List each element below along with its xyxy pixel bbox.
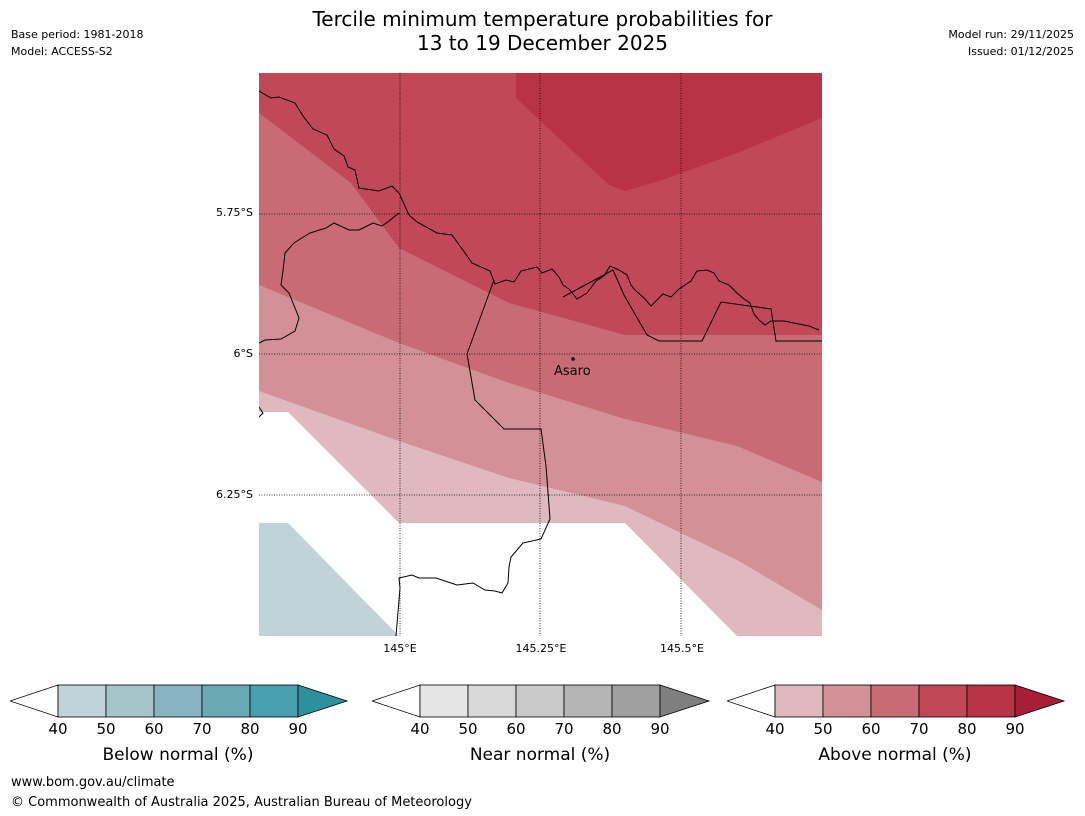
colorbar-above-bin-70-80 <box>918 684 968 718</box>
model-name: Model: ACCESS-S2 <box>11 45 113 58</box>
colorbar-near-bin-80-90 <box>611 684 661 718</box>
colorbar-above <box>727 684 1066 718</box>
colorbar-above-max-arrow <box>1014 684 1066 718</box>
coast-stub <box>259 406 264 418</box>
legend-title-near: Near normal (%) <box>469 745 611 765</box>
tick-below-40: 40 <box>48 720 68 738</box>
colorbar-above-bin-60-70 <box>870 684 920 718</box>
legend-below-normal: 40 50 60 70 80 90 Below normal (%) <box>10 684 350 765</box>
colorbar-near-bin-50-60 <box>467 684 517 718</box>
colorbar-below-bin-40-50 <box>57 684 107 718</box>
tick-near-40: 40 <box>410 720 430 738</box>
legend-near-normal: 40 50 60 70 80 90 Near normal (%) <box>372 684 712 765</box>
colorbar-near-bin-40-50 <box>419 684 469 718</box>
colorbar-below-bin-60-70 <box>153 684 203 718</box>
tick-above-90: 90 <box>1005 720 1025 738</box>
colorbar-near-bin-60-70 <box>515 684 565 718</box>
colorbar-below-bin-50-60 <box>105 684 155 718</box>
base-period: Base period: 1981-2018 <box>11 28 144 41</box>
legend-title-above: Above normal (%) <box>818 745 972 765</box>
district-boundary-west <box>259 212 400 344</box>
district-boundary-central <box>398 279 551 594</box>
tick-above-50: 50 <box>813 720 833 738</box>
tick-below-70: 70 <box>192 720 212 738</box>
footer-copyright: © Commonwealth of Australia 2025, Austra… <box>11 795 472 810</box>
tick-below-50: 50 <box>96 720 116 738</box>
legend-above-normal: 40 50 60 70 80 90 Above normal (%) <box>727 684 1067 765</box>
tick-below-80: 80 <box>240 720 260 738</box>
colorbar-above-bin-40-50 <box>774 684 824 718</box>
title-line2: 13 to 19 December 2025 <box>416 31 668 55</box>
border-south <box>395 587 401 636</box>
issued-date: Issued: 01/12/2025 <box>967 45 1074 58</box>
map-title: Tercile minimum temperature probabilitie… <box>0 7 1085 55</box>
above-normal-80-90-region <box>516 73 822 191</box>
colorbar-below-bin-80-90 <box>249 684 299 718</box>
colorbar-above-bin-80-90 <box>966 684 1016 718</box>
lat-label-6-25: 6.25°S <box>216 488 253 501</box>
colorbar-above-bin-50-60 <box>822 684 872 718</box>
lat-label-6: 6°S <box>233 347 253 360</box>
asaro-marker <box>571 357 575 361</box>
tick-below-60: 60 <box>144 720 164 738</box>
lat-label-5-75: 5.75°S <box>216 206 253 219</box>
colorbar-near-bin-70-80 <box>563 684 613 718</box>
lon-label-145-25: 145.25°E <box>515 642 567 655</box>
tick-above-60: 60 <box>861 720 881 738</box>
tick-near-80: 80 <box>602 720 622 738</box>
tick-above-70: 70 <box>909 720 929 738</box>
colorbar-near-max-arrow <box>659 684 711 718</box>
district-boundary-east <box>562 269 822 342</box>
model-run: Model run: 29/11/2025 <box>948 28 1074 41</box>
province-boundary <box>259 90 820 331</box>
tick-below-90: 90 <box>288 720 308 738</box>
tick-near-60: 60 <box>506 720 526 738</box>
colorbar-above-min-arrow <box>727 684 776 718</box>
colorbar-near-min-arrow <box>372 684 421 718</box>
tick-above-40: 40 <box>765 720 785 738</box>
lon-label-145-5: 145.5°E <box>660 642 704 655</box>
meta-left: Base period: 1981-2018 Model: ACCESS-S2 <box>11 26 143 60</box>
tick-near-90: 90 <box>650 720 670 738</box>
title-line1: Tercile minimum temperature probabilitie… <box>312 7 773 31</box>
colorbar-near <box>372 684 711 718</box>
legend-title-below: Below normal (%) <box>102 745 254 765</box>
tick-near-70: 70 <box>554 720 574 738</box>
colorbar-below-max-arrow <box>297 684 349 718</box>
colorbar-below-min-arrow <box>10 684 59 718</box>
meta-right: Model run: 29/11/2025 Issued: 01/12/2025 <box>948 26 1074 60</box>
colorbar-below <box>10 684 349 718</box>
tick-near-50: 50 <box>458 720 478 738</box>
lon-label-145: 145°E <box>383 642 417 655</box>
footer-url[interactable]: www.bom.gov.au/climate <box>11 775 175 790</box>
probability-map <box>259 73 822 636</box>
place-label-asaro: Asaro <box>554 364 591 379</box>
below-normal-region <box>259 523 399 636</box>
colorbar-below-bin-70-80 <box>201 684 251 718</box>
tick-above-80: 80 <box>957 720 977 738</box>
